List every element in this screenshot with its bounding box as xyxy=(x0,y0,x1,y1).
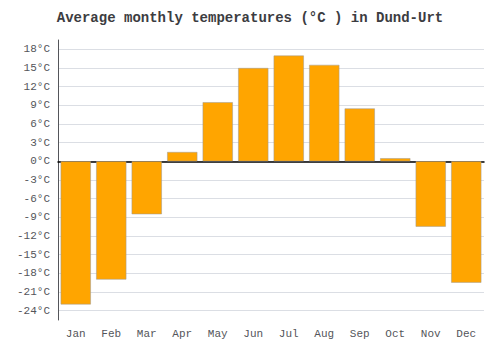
svg-text:-24°C: -24°C xyxy=(17,305,50,317)
svg-text:-6°C: -6°C xyxy=(24,193,51,205)
svg-text:-15°C: -15°C xyxy=(17,249,50,261)
svg-text:Dec: Dec xyxy=(456,328,476,340)
svg-text:May: May xyxy=(208,328,228,340)
svg-text:-21°C: -21°C xyxy=(17,286,50,298)
svg-text:18°C: 18°C xyxy=(24,43,51,55)
svg-text:Mar: Mar xyxy=(137,328,157,340)
svg-text:Feb: Feb xyxy=(101,328,121,340)
svg-text:-18°C: -18°C xyxy=(17,267,50,279)
svg-text:-9°C: -9°C xyxy=(24,211,51,223)
svg-text:Oct: Oct xyxy=(385,328,405,340)
svg-text:-3°C: -3°C xyxy=(24,174,51,186)
svg-text:Sep: Sep xyxy=(350,328,370,340)
svg-text:6°C: 6°C xyxy=(30,118,50,130)
svg-text:12°C: 12°C xyxy=(24,81,51,93)
svg-text:9°C: 9°C xyxy=(30,99,50,111)
svg-text:Jan: Jan xyxy=(66,328,86,340)
svg-text:Nov: Nov xyxy=(421,328,441,340)
svg-text:3°C: 3°C xyxy=(30,137,50,149)
svg-text:Jun: Jun xyxy=(243,328,263,340)
svg-text:15°C: 15°C xyxy=(24,62,51,74)
svg-text:Average monthly temperatures (: Average monthly temperatures (°C ) in Du… xyxy=(57,10,443,26)
svg-text:0°C: 0°C xyxy=(30,155,50,167)
svg-text:-12°C: -12°C xyxy=(17,230,50,242)
svg-text:Apr: Apr xyxy=(172,328,192,340)
svg-text:Aug: Aug xyxy=(314,328,334,340)
svg-text:Jul: Jul xyxy=(279,328,299,340)
